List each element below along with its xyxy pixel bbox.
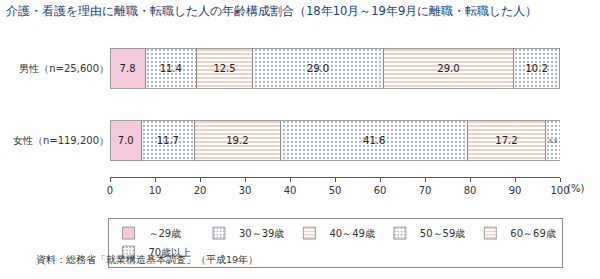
- svg-text:～29歳: ～29歳: [149, 228, 182, 239]
- svg-text:19.2: 19.2: [226, 135, 248, 146]
- svg-text:40～49歳: 40～49歳: [329, 228, 374, 239]
- svg-text:(%): (%): [567, 183, 584, 194]
- svg-text:41.6: 41.6: [363, 135, 385, 146]
- svg-text:資料：総務省「就業構造基本調査」（平成19年）: 資料：総務省「就業構造基本調査」（平成19年）: [36, 254, 258, 265]
- svg-text:100: 100: [550, 185, 569, 196]
- svg-text:29.0: 29.0: [307, 63, 329, 74]
- svg-text:10.2: 10.2: [525, 63, 547, 74]
- svg-text:20: 20: [194, 185, 207, 196]
- svg-text:女性（n=119,200）: 女性（n=119,200）: [13, 135, 109, 146]
- svg-text:80: 80: [464, 185, 477, 196]
- svg-text:50～59歳: 50～59歳: [420, 228, 465, 239]
- svg-text:40: 40: [284, 185, 297, 196]
- svg-text:3.3: 3.3: [548, 138, 557, 144]
- svg-text:0: 0: [107, 185, 113, 196]
- svg-text:7.8: 7.8: [120, 63, 136, 74]
- svg-text:12.5: 12.5: [213, 63, 235, 74]
- svg-text:60～69歳: 60～69歳: [510, 228, 555, 239]
- svg-text:男性（n=25,600）: 男性（n=25,600）: [19, 63, 109, 74]
- svg-text:7.0: 7.0: [118, 135, 134, 146]
- svg-text:30～39歳: 30～39歳: [239, 228, 284, 239]
- svg-text:29.0: 29.0: [437, 63, 459, 74]
- svg-text:50: 50: [329, 185, 342, 196]
- svg-text:介護・看護を理由に離職・転職した人の年齢構成割合（18年10: 介護・看護を理由に離職・転職した人の年齢構成割合（18年10月～19年9月に離職…: [6, 4, 537, 18]
- svg-text:11.4: 11.4: [160, 63, 182, 74]
- svg-text:30: 30: [239, 185, 252, 196]
- svg-text:90: 90: [509, 185, 522, 196]
- svg-text:60: 60: [374, 185, 387, 196]
- svg-text:10: 10: [149, 185, 162, 196]
- svg-text:11.7: 11.7: [157, 135, 179, 146]
- svg-text:70: 70: [419, 185, 432, 196]
- svg-text:17.2: 17.2: [495, 135, 517, 146]
- svg-text:70歳以上: 70歳以上: [149, 247, 192, 258]
